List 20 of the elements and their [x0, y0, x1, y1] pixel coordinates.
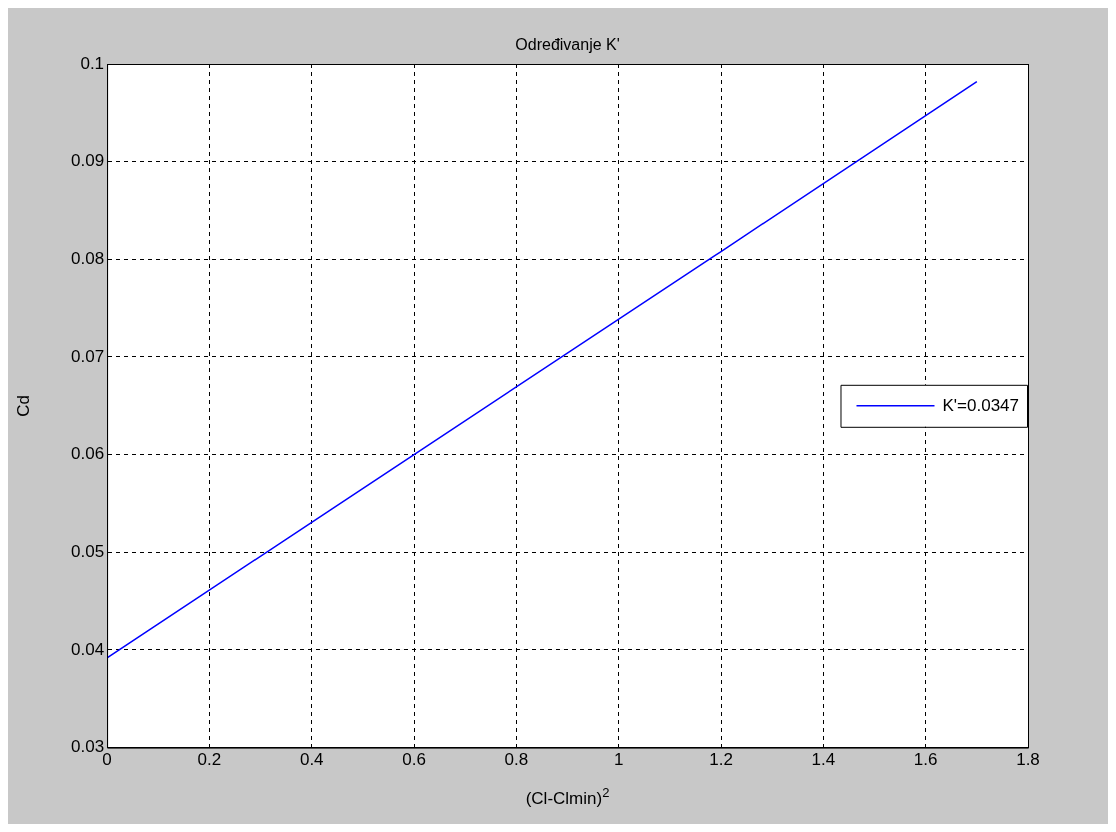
x-tick-label: 1.8 [1016, 750, 1040, 770]
legend-label: K'=0.0347 [942, 396, 1020, 416]
y-tick-label: 0.09 [70, 151, 105, 171]
x-tick-label: 0.6 [402, 750, 426, 770]
y-tick-label: 0.04 [70, 639, 105, 659]
y-tick-label: 0.1 [80, 53, 105, 73]
x-tick-label: 1 [613, 750, 624, 770]
chart-title: Određivanje K' [515, 36, 620, 53]
y-axis-title: Cd [14, 394, 34, 417]
x-tick-label: 0 [102, 750, 112, 770]
x-tick-label: 0.4 [299, 750, 324, 770]
x-tick-label: 1.6 [913, 750, 938, 770]
y-tick-label: 0.05 [70, 541, 105, 561]
x-tick-label: 0.8 [504, 750, 529, 770]
x-tick-label: 1.4 [811, 750, 836, 770]
x-tick-label: 0.2 [197, 750, 222, 770]
y-tick-label: 0.08 [70, 249, 105, 268]
y-tick-label: 0.07 [70, 346, 105, 366]
x-tick-label: 1.2 [709, 750, 733, 770]
y-tick-label: 0.06 [70, 444, 105, 464]
